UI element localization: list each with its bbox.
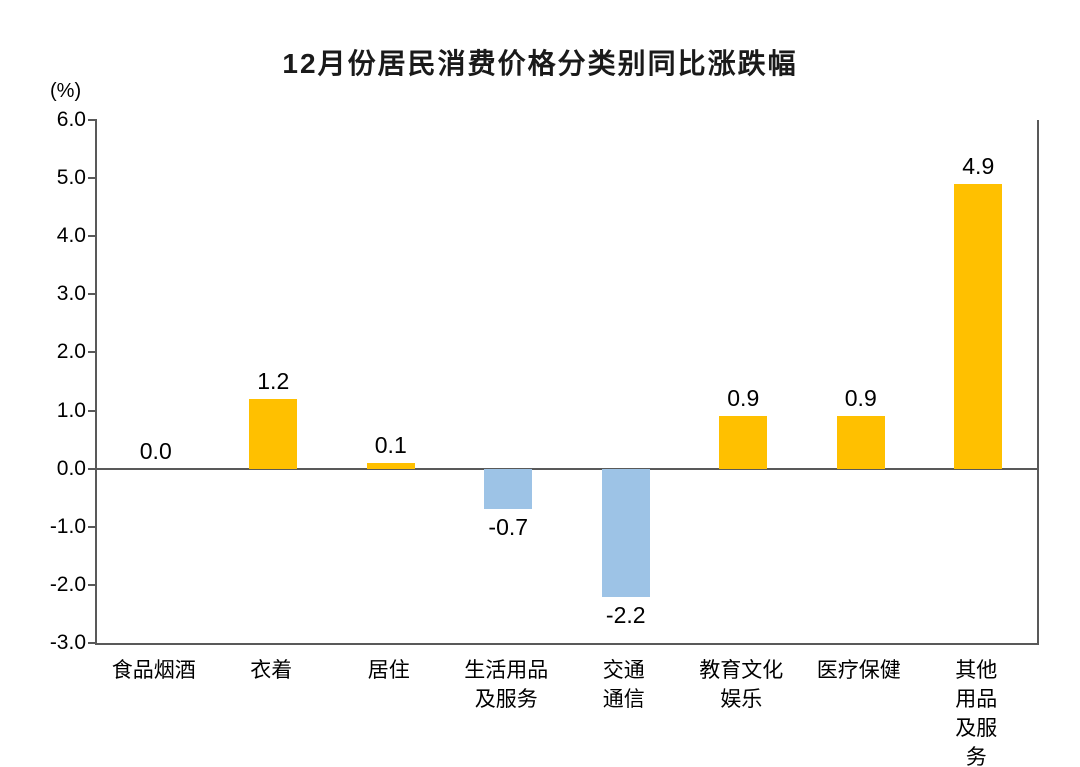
bar — [954, 183, 1003, 469]
bar-value-label: -2.2 — [605, 601, 646, 628]
x-axis-category-label: 教育文化 娱乐 — [699, 659, 784, 711]
bar-value-label: 4.9 — [962, 152, 995, 179]
bar — [484, 468, 533, 510]
bar — [366, 462, 415, 469]
x-axis-category-label: 食品烟酒 — [111, 659, 196, 682]
bar — [249, 398, 298, 469]
y-tick-label: 0.0 — [56, 456, 86, 480]
x-axis-category-label: 其他用品 及服务 — [955, 659, 998, 767]
y-axis-tick-mark — [88, 409, 97, 412]
x-axis-category-label: 生活用品 及服务 — [464, 659, 549, 711]
y-axis-tick-mark — [88, 119, 97, 121]
y-axis-tick-mark — [88, 177, 97, 180]
x-axis-category-label: 衣着 — [250, 659, 293, 682]
bar — [601, 468, 650, 597]
y-axis-tick-mark — [88, 235, 97, 238]
y-tick-label: -1.0 — [49, 514, 86, 538]
y-axis-tick-mark — [88, 293, 97, 296]
y-tick-label: 1.0 — [56, 398, 86, 422]
x-axis-category-label: 医疗保健 — [816, 659, 901, 682]
bar — [836, 416, 885, 469]
zero-line — [97, 467, 1037, 470]
bar — [719, 416, 768, 469]
y-tick-label: 4.0 — [56, 224, 86, 248]
x-axis-category-label: 居住 — [367, 659, 410, 682]
y-axis-tick-mark — [88, 583, 97, 586]
bar-value-label: 0.9 — [727, 385, 760, 412]
bar-value-label: 0.1 — [374, 431, 407, 458]
bar-value-label: 0.9 — [844, 385, 877, 412]
plot-area: 0.0 1.2 0.1 -0.7 -2.2 0.9 0.9 4.9 — [88, 119, 1039, 645]
bar-value-label: 1.2 — [257, 367, 290, 394]
y-axis-unit-label: (%) — [50, 80, 82, 102]
chart-title: 12月份居民消费价格分类别同比涨跌幅 — [282, 48, 798, 79]
y-axis-tick-mark — [88, 351, 97, 354]
bar-value-label: 0.0 — [139, 437, 172, 464]
y-tick-label: -3.0 — [49, 631, 86, 654]
y-tick-label: -2.0 — [49, 572, 86, 596]
y-tick-label: 6.0 — [56, 108, 86, 131]
y-axis-tick-mark — [88, 642, 97, 644]
x-axis-category-label: 交通 通信 — [602, 659, 645, 711]
y-tick-label: 2.0 — [56, 340, 86, 364]
y-axis-tick-mark — [88, 525, 97, 528]
y-tick-label: 5.0 — [56, 166, 86, 190]
y-axis-tick-mark — [88, 467, 97, 470]
y-axis-tick-labels: 6.0 5.0 4.0 3.0 2.0 1.0 0.0 -1.0 -2.0 -3.0 — [0, 108, 86, 654]
x-axis-labels: 食品烟酒 衣着 居住 生活用品 及服务 交通 通信 教育文化 娱乐 医疗保健 其他用品 及服务 — [95, 656, 1035, 767]
bar-value-label: -0.7 — [488, 514, 529, 541]
y-tick-label: 3.0 — [56, 282, 86, 306]
